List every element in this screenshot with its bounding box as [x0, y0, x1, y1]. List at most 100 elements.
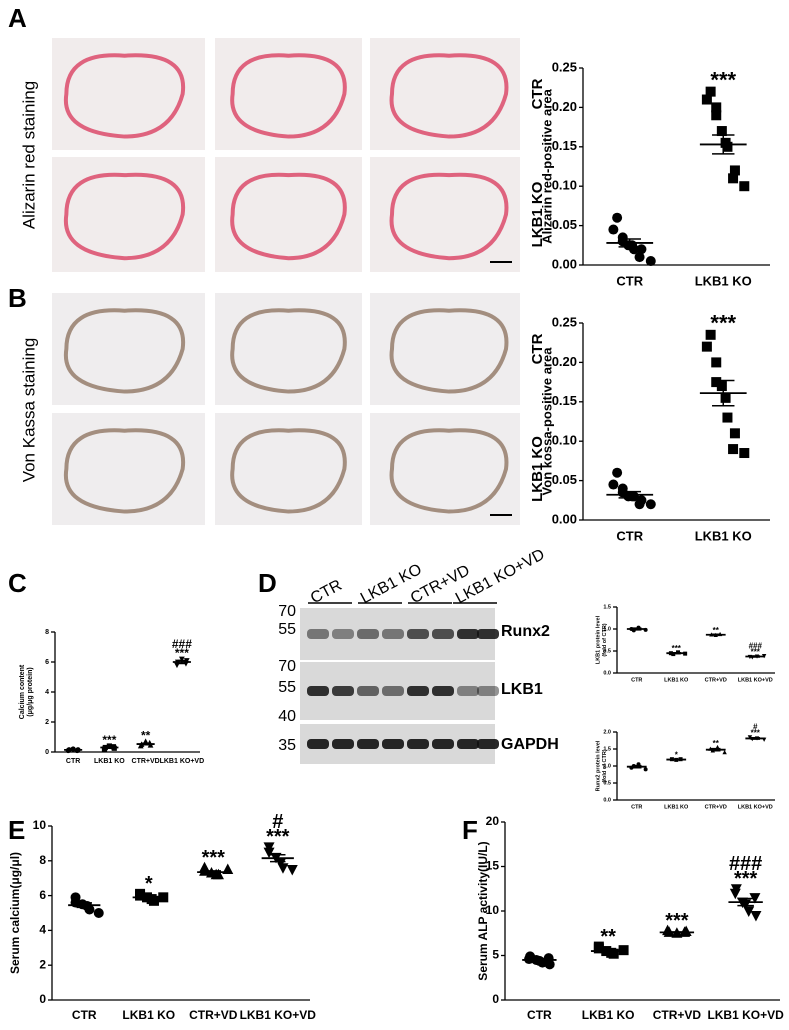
data-point	[612, 467, 623, 478]
data-point	[743, 906, 755, 917]
blot-band	[307, 686, 329, 696]
vessel-wall	[230, 308, 347, 394]
y-axis-label: Von kossa-positive area	[539, 347, 554, 496]
data-point	[716, 381, 727, 392]
y-axis-label: LKB1 protein level	[595, 615, 601, 664]
blot-band	[457, 629, 479, 639]
blot-band	[432, 739, 454, 749]
significance-label: *	[675, 751, 679, 760]
data-point	[645, 499, 656, 510]
data-point	[729, 165, 740, 176]
vessel-wall	[63, 308, 186, 394]
blot-band	[432, 686, 454, 696]
x-tick-label: CTR	[631, 678, 642, 684]
y-tick-label: 20	[486, 814, 500, 828]
blot-band	[407, 686, 429, 696]
data-point	[739, 181, 750, 192]
significance-label: ***	[202, 847, 226, 869]
data-point	[643, 767, 648, 772]
significance-label: ***	[175, 646, 189, 660]
y-tick-label: 0.20	[552, 354, 577, 369]
y-tick-label: 0.20	[552, 99, 577, 114]
x-tick-label: LKB1 KO+VD	[160, 758, 205, 765]
y-tick-label: 10	[33, 818, 47, 832]
y-tick-label: 0.0	[603, 670, 611, 676]
y-tick-label: 2	[45, 719, 49, 726]
data-point	[750, 910, 762, 922]
error-bar	[712, 379, 735, 407]
y-tick-label: 0.25	[552, 314, 577, 329]
blot-band	[432, 629, 454, 639]
x-tick-label: LKB1 KO	[695, 273, 752, 288]
data-point	[612, 212, 623, 223]
vessel-wall	[389, 172, 509, 261]
error-bar	[177, 659, 187, 665]
y-axis-label: Calcium content	[19, 664, 26, 719]
row-label: LKB1 KO	[529, 436, 546, 502]
y-tick-label: 0.15	[552, 393, 577, 408]
data-point	[135, 890, 146, 901]
significance-label: #	[272, 811, 283, 833]
mw-marker: 40	[278, 708, 296, 725]
data-point	[183, 658, 190, 664]
data-point	[711, 102, 722, 113]
y-axis-label: Alizarin red-positive area	[539, 88, 554, 243]
blot-band	[382, 739, 404, 749]
data-point	[711, 377, 722, 388]
x-tick-label: LKB1 KO	[664, 678, 689, 684]
significance-label: ***	[734, 868, 758, 890]
error-bar	[205, 870, 221, 875]
row-label: CTR	[529, 78, 546, 109]
data-point	[705, 86, 716, 97]
data-point	[728, 173, 739, 184]
significance-label: ***	[102, 733, 116, 747]
vessel-wall	[63, 428, 186, 514]
data-point	[608, 479, 619, 490]
y-tick-label: 0	[492, 992, 499, 1006]
data-point	[277, 863, 289, 874]
data-point	[749, 893, 761, 904]
error-bar	[750, 655, 760, 658]
error-bar	[618, 490, 641, 499]
y-tick-label: 0.10	[552, 178, 577, 193]
blot-band	[457, 686, 479, 696]
x-tick-label: CTR	[616, 528, 643, 543]
y-axis-label: (fold of CTR)	[602, 749, 608, 782]
y-tick-label: 1.0	[603, 763, 611, 769]
data-point	[593, 943, 604, 954]
error-bar	[750, 737, 760, 740]
x-tick-label: CTR+VD	[653, 1008, 702, 1022]
blot-band	[307, 629, 329, 639]
x-tick-label: LKB1 KO	[664, 805, 689, 811]
data-point	[720, 392, 731, 403]
data-point	[645, 256, 656, 267]
vessel-wall	[63, 172, 186, 261]
blot-band	[477, 629, 499, 639]
vessel-wall	[230, 53, 347, 139]
x-tick-label: LKB1 KO+VD	[240, 1008, 317, 1022]
y-axis-label: Serum calcium(μg/μl)	[8, 852, 22, 974]
x-tick-label: LKB1 KO+VD	[738, 805, 773, 811]
panel-letter: F	[462, 815, 478, 845]
y-axis-label: (μg/μg protein)	[27, 667, 34, 716]
x-tick-label: LKB1 KO	[582, 1008, 635, 1022]
y-axis-label: (fold of CTR)	[602, 623, 608, 656]
data-point	[705, 329, 716, 340]
protein-label: GAPDH	[501, 736, 559, 753]
data-point	[711, 357, 722, 368]
x-tick-label: LKB1 KO	[94, 758, 125, 765]
vessel-wall	[230, 428, 347, 514]
error-bar	[712, 134, 735, 155]
significance-label: ***	[266, 826, 290, 848]
data-point	[729, 888, 741, 900]
x-tick-label: CTR	[616, 273, 643, 288]
error-bar	[632, 627, 642, 631]
y-tick-label: 0.0	[603, 797, 611, 803]
x-tick-label: CTR+VD	[705, 678, 727, 684]
y-tick-label: 10	[486, 903, 500, 917]
panel-letter: D	[258, 568, 277, 598]
error-bar	[270, 853, 286, 863]
x-tick-label: CTR+VD	[705, 805, 727, 811]
data-point	[739, 448, 750, 459]
vessel-wall	[389, 308, 509, 394]
